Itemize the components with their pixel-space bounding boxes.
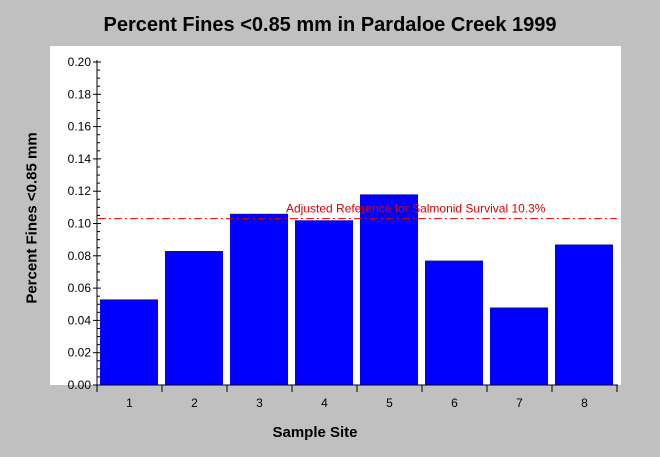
chart-title: Percent Fines <0.85 mm in Pardaloe Creek…: [103, 14, 557, 36]
x-tick-label: 1: [126, 396, 133, 410]
x-tick-label: 2: [191, 396, 198, 410]
bar-site-3: [230, 213, 288, 385]
x-tick-label: 7: [516, 396, 523, 410]
bar-site-4: [295, 220, 353, 385]
y-tick-label: 0.04: [68, 313, 92, 327]
y-tick-label: 0.00: [68, 378, 92, 392]
y-tick-label: 0.14: [68, 152, 92, 166]
bar-site-5: [360, 194, 418, 385]
x-tick-label: 3: [256, 396, 263, 410]
bar-site-2: [165, 251, 223, 385]
bar-site-1: [100, 299, 158, 385]
y-tick-label: 0.18: [68, 87, 92, 101]
x-tick-label: 5: [386, 396, 393, 410]
y-tick-label: 0.12: [68, 184, 92, 198]
bar-site-7: [490, 307, 548, 385]
reference-line-label: Adjusted Reference for Salmonid Survival…: [286, 202, 546, 216]
y-tick-label: 0.02: [68, 346, 92, 360]
x-tick-label: 6: [451, 396, 458, 410]
y-tick-label: 0.16: [68, 120, 92, 134]
bar-site-6: [425, 260, 483, 385]
y-tick-label: 0.10: [68, 217, 92, 231]
bar-site-8: [555, 244, 613, 385]
y-tick-label: 0.20: [68, 55, 92, 69]
x-tick-label: 4: [321, 396, 328, 410]
x-tick-label: 8: [581, 396, 588, 410]
y-tick-label: 0.08: [68, 249, 92, 263]
y-axis-title: Percent Fines <0.85 mm: [23, 132, 41, 304]
y-tick-label: 0.06: [68, 281, 92, 295]
x-axis-title: Sample Site: [272, 424, 358, 441]
